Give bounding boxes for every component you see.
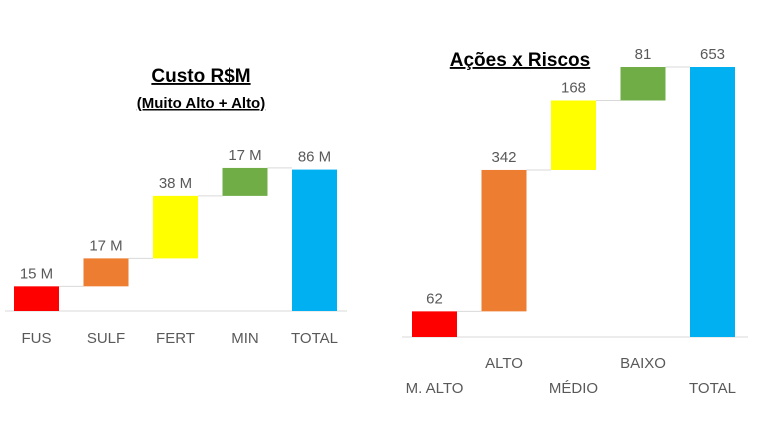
data-label: 15 M <box>20 265 53 282</box>
chart-title: Custo R$M <box>151 66 250 87</box>
data-label: 62 <box>426 290 443 307</box>
bar-alto <box>481 169 527 312</box>
bar-fert <box>153 195 198 259</box>
chart-subtitle: (Muito Alto + Alto) <box>137 95 265 112</box>
data-label: 81 <box>635 46 652 63</box>
bar-sulf <box>83 258 129 287</box>
tick-label: MIN <box>231 330 259 347</box>
bar-total <box>690 67 735 337</box>
tick-label: ALTO <box>485 355 523 372</box>
data-label: 86 M <box>298 149 331 166</box>
tick-label: M. ALTO <box>406 380 464 397</box>
tick-label: FERT <box>156 330 195 347</box>
data-label: 38 M <box>159 175 192 192</box>
chart-title: Ações x Riscos <box>450 50 590 71</box>
tick-label: FUS <box>22 330 52 347</box>
tick-label: TOTAL <box>689 380 736 397</box>
data-label: 653 <box>700 46 725 63</box>
bar-fus <box>14 286 59 311</box>
acoes-riscos-waterfall-chart: Ações x Riscos 62 M. ALTO 342 ALTO 168 MÉDIO 8… <box>402 46 748 397</box>
tick-label: TOTAL <box>291 330 338 347</box>
data-label: 17 M <box>228 147 261 164</box>
bar-m-alto <box>412 311 457 337</box>
bar-m-dio <box>551 100 596 170</box>
data-label: 168 <box>561 79 586 96</box>
tick-label: BAIXO <box>620 355 666 372</box>
bar-min <box>222 167 268 196</box>
bar-total <box>292 169 337 311</box>
bar-baixo <box>620 67 666 101</box>
data-label: 342 <box>491 149 516 166</box>
tick-label: SULF <box>87 330 125 347</box>
tick-label: MÉDIO <box>549 380 598 397</box>
data-label: 17 M <box>89 237 122 254</box>
custo-waterfall-chart: Custo R$M (Muito Alto + Alto) 15 M FUS 17 … <box>5 66 347 347</box>
